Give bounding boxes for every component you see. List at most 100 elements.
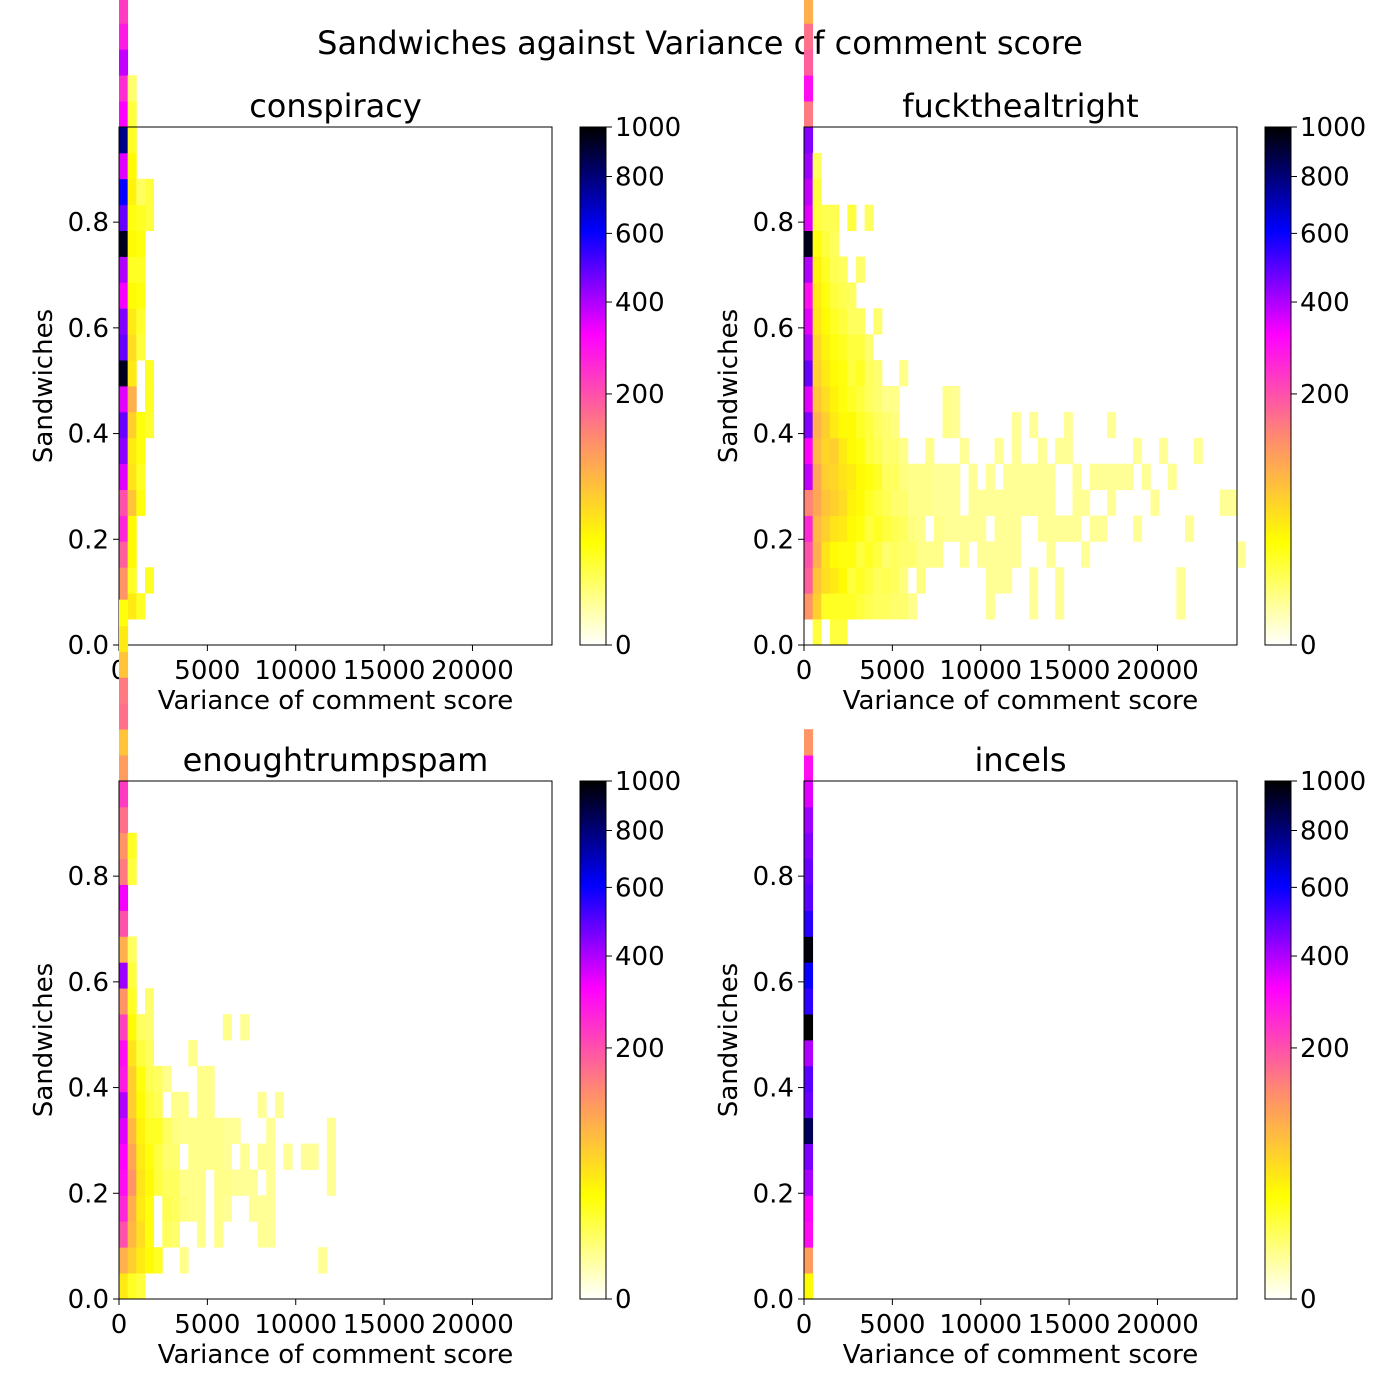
colorbar-segment [1265, 1045, 1291, 1049]
colorbar-segment [1265, 866, 1291, 870]
heatmap-cell [933, 463, 943, 490]
heatmap-cell [1176, 567, 1186, 594]
colorbar-segment [1265, 900, 1291, 904]
colorbar-segment [1265, 414, 1291, 418]
heatmap-cell [1003, 489, 1013, 516]
heatmap-cell [994, 515, 1004, 542]
colorbar-tick-label: 1000 [615, 767, 681, 797]
colorbar-segment [580, 629, 606, 633]
colorbar-segment [1265, 316, 1291, 320]
heatmap-cell [804, 593, 814, 620]
colorbar-segment [580, 391, 606, 395]
colorbar-segment [580, 1283, 606, 1287]
heatmap-cell [119, 437, 129, 465]
colorbar-segment [580, 487, 606, 491]
colorbar-segment [1265, 489, 1291, 493]
colorbar-segment [580, 1172, 606, 1176]
colorbar-segment [580, 572, 606, 576]
colorbar-segment [580, 1247, 606, 1251]
heatmap-cell [899, 360, 909, 387]
y-axis-label: Sandwiches [714, 309, 744, 463]
heatmap-cell [179, 1117, 189, 1144]
heatmap-cell [214, 1143, 224, 1170]
colorbar-segment [1265, 380, 1291, 384]
colorbar-segment [1265, 181, 1291, 185]
colorbar-segment [580, 977, 606, 981]
colorbar-segment [580, 1159, 606, 1163]
heatmap-cell [162, 1221, 172, 1248]
heatmap-cell [136, 489, 146, 516]
colorbar-segment [580, 204, 606, 208]
colorbar-segment [580, 246, 606, 250]
colorbar-segment [1265, 1006, 1291, 1010]
heatmap-cell [119, 489, 129, 516]
heatmap-cell [855, 386, 866, 413]
colorbar-segment [580, 619, 606, 623]
colorbar-segment [580, 458, 606, 462]
colorbar-segment [580, 608, 606, 612]
heatmap-cell [804, 806, 814, 834]
colorbar-segment [1265, 593, 1291, 597]
heatmap-cell [1046, 541, 1056, 568]
heatmap-cell [240, 1143, 250, 1170]
colorbar-segment [580, 1091, 606, 1095]
heatmap-cell [1063, 411, 1073, 439]
heatmap-cell [985, 489, 995, 516]
colorbar-segment [580, 163, 606, 167]
heatmap-cell [136, 593, 146, 620]
heatmap-cell [144, 1247, 155, 1274]
heatmap-cell [881, 541, 891, 568]
colorbar-segment [1265, 907, 1291, 911]
colorbar-segment [1265, 424, 1291, 428]
colorbar-segment [1265, 616, 1291, 620]
colorbar-segment [1265, 796, 1291, 800]
colorbar-segment [1265, 481, 1291, 485]
heatmap-cell [951, 411, 961, 439]
y-tick-label: 0.8 [753, 208, 794, 238]
colorbar-segment [1265, 1166, 1291, 1170]
colorbar-segment [1265, 533, 1291, 537]
heatmap-cell [1063, 437, 1073, 465]
heatmap-cells [119, 0, 155, 646]
heatmap-cell [873, 437, 883, 465]
y-tick-label: 0.6 [68, 968, 109, 998]
heatmap-cell [933, 541, 943, 568]
colorbar-segment [1265, 204, 1291, 208]
y-tick-label: 0.4 [753, 1074, 794, 1104]
colorbar-segment [580, 295, 606, 299]
colorbar-segment [1265, 582, 1291, 586]
colorbar-segment [580, 1130, 606, 1134]
colorbar-segment [580, 1254, 606, 1259]
colorbar-segment [580, 269, 606, 273]
colorbar-segment [580, 279, 606, 283]
heatmap-cell [812, 386, 822, 413]
y-tick-label: 0.4 [68, 1074, 109, 1104]
colorbar-segment [580, 463, 606, 467]
heatmap-cell [1011, 411, 1021, 439]
heatmap-cell [804, 781, 814, 808]
colorbar-segment [1265, 336, 1291, 340]
colorbar-segment [1265, 251, 1291, 255]
heatmap-cell [119, 0, 129, 24]
heatmap-cell [127, 1091, 137, 1119]
colorbar-segment [580, 1117, 606, 1121]
heatmap-cell [812, 567, 822, 594]
heatmap-cell [170, 1143, 181, 1170]
heatmap-cell [838, 256, 848, 283]
heatmap-cells [804, 729, 814, 1300]
heatmap-cell [136, 204, 146, 231]
colorbar-segment [1265, 781, 1291, 785]
colorbar-segment [580, 562, 606, 566]
colorbar-segment [1265, 1040, 1291, 1044]
colorbar-segment [1265, 941, 1291, 945]
heatmap-cell [1037, 463, 1047, 490]
heatmap-cell [994, 489, 1004, 516]
heatmap-cell [119, 729, 129, 756]
heatmap-cell [1072, 489, 1082, 516]
colorbar-segment [580, 858, 606, 862]
colorbar-segment [580, 1156, 606, 1160]
colorbar-segment [580, 492, 606, 496]
colorbar-segment [580, 975, 606, 979]
heatmap-cell [1011, 437, 1021, 465]
colorbar-segment [1265, 817, 1291, 821]
